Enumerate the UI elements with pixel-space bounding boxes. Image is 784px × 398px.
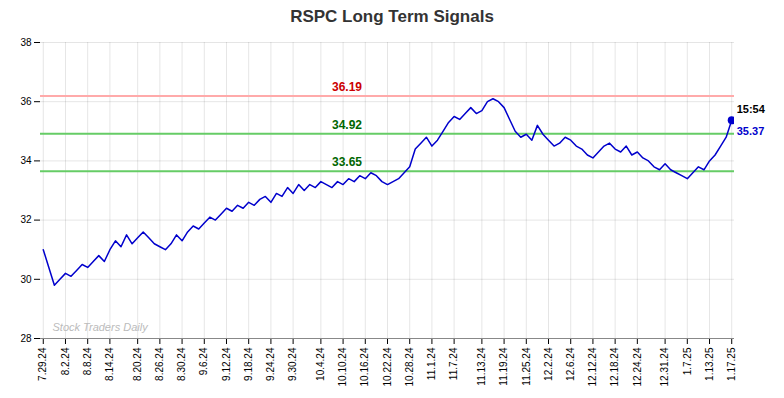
svg-text:11.7.24: 11.7.24 [448,347,459,380]
svg-text:1.13.25: 1.13.25 [704,347,715,381]
svg-text:7.29.24: 7.29.24 [37,347,48,381]
svg-text:34.92: 34.92 [332,118,362,132]
svg-text:9.18.24: 9.18.24 [243,347,254,381]
svg-text:30: 30 [20,274,32,285]
svg-text:11.1.24: 11.1.24 [426,347,437,380]
svg-text:32: 32 [20,214,32,225]
svg-text:9.12.24: 9.12.24 [221,347,232,381]
svg-text:9.30.24: 9.30.24 [287,347,298,381]
svg-text:10.28.24: 10.28.24 [404,347,415,386]
svg-text:11.25.24: 11.25.24 [521,347,532,386]
svg-text:8.8.24: 8.8.24 [82,347,93,375]
svg-text:1.17.25: 1.17.25 [726,347,737,381]
svg-text:12.12.24: 12.12.24 [587,347,598,386]
svg-text:11.13.24: 11.13.24 [476,347,487,386]
svg-text:35.37: 35.37 [737,125,765,137]
svg-text:28: 28 [20,333,32,344]
svg-text:10.4.24: 10.4.24 [315,347,326,381]
svg-text:38: 38 [20,37,32,48]
svg-text:11.19.24: 11.19.24 [498,347,509,386]
svg-text:12.18.24: 12.18.24 [609,347,620,386]
svg-text:1.7.25: 1.7.25 [682,347,693,375]
svg-text:12.6.24: 12.6.24 [565,347,576,381]
svg-text:8.2.24: 8.2.24 [60,347,71,375]
svg-text:12.31.24: 12.31.24 [659,347,670,386]
svg-text:10.22.24: 10.22.24 [382,347,393,386]
svg-text:8.20.24: 8.20.24 [132,347,143,381]
svg-text:12.24.24: 12.24.24 [632,347,643,386]
svg-text:10.16.24: 10.16.24 [359,347,370,386]
svg-text:9.6.24: 9.6.24 [198,347,209,375]
svg-text:15:54: 15:54 [737,103,766,115]
svg-text:Stock Traders Daily: Stock Traders Daily [53,321,150,333]
svg-text:36.19: 36.19 [332,80,362,94]
svg-text:34: 34 [20,155,32,166]
svg-text:10.10.24: 10.10.24 [337,347,348,386]
html-text:RSPC Long Term Signals: RSPC Long Term Signals [290,7,494,26]
svg-text:8.30.24: 8.30.24 [176,347,187,381]
svg-text:33.65: 33.65 [332,155,362,169]
svg-text:8.14.24: 8.14.24 [104,347,115,381]
svg-text:8.26.24: 8.26.24 [154,347,165,381]
svg-text:36: 36 [20,96,32,107]
svg-text:12.2.24: 12.2.24 [543,347,554,381]
svg-text:9.24.24: 9.24.24 [265,347,276,381]
